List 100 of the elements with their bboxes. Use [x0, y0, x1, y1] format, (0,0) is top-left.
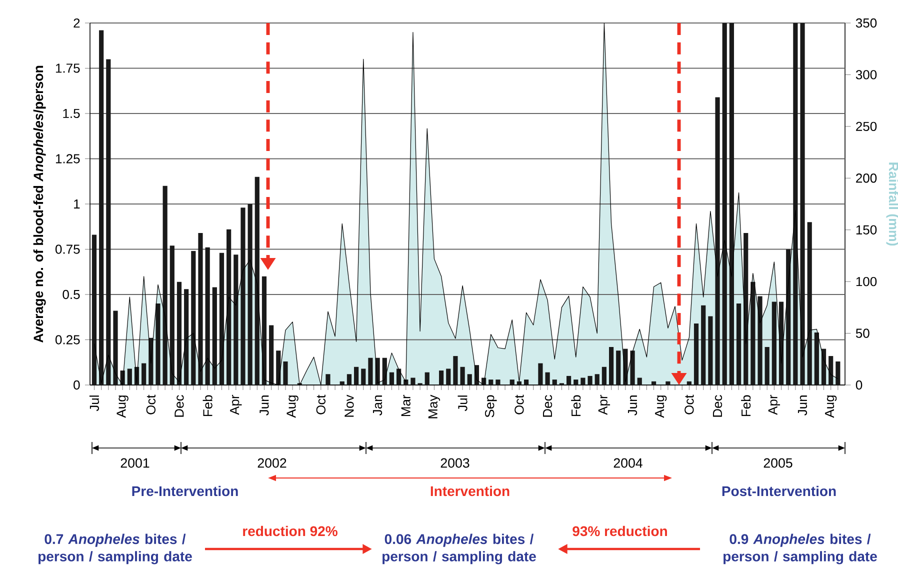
bar [226, 229, 232, 385]
bar [510, 380, 514, 385]
bar [99, 30, 104, 385]
text: 0.7 Anopheles bites / person / sampling date [38, 534, 192, 564]
bar [602, 366, 607, 385]
bar [340, 381, 344, 385]
bar [814, 332, 819, 385]
bar [212, 287, 217, 385]
x-tick-label: Aug [825, 396, 837, 418]
bar [176, 282, 182, 385]
bar [219, 252, 224, 385]
bar [786, 249, 791, 385]
bar [736, 304, 742, 385]
bar [346, 374, 352, 385]
bar [729, 22, 734, 385]
text: 2002 [258, 458, 286, 468]
bar [574, 380, 578, 385]
y-tick-label: 0.75 [55, 244, 80, 254]
bar [616, 350, 621, 385]
bar [184, 289, 189, 385]
bar [198, 232, 203, 385]
y2-tick-label: 0 [856, 380, 862, 390]
bar [162, 186, 168, 385]
bar [701, 305, 706, 385]
bar [460, 366, 465, 385]
bar [156, 304, 160, 385]
y-tick-label: 0 [74, 380, 80, 390]
bar [807, 222, 812, 385]
bar [538, 363, 543, 385]
text: 2005 [764, 458, 792, 468]
y2-tick-label: 150 [856, 225, 877, 234]
text: Pre-Intervention [132, 486, 238, 496]
x-tick-label: Aug [655, 396, 667, 418]
x-tick-label: Jan [373, 396, 382, 416]
bar [396, 368, 402, 385]
text: reduction 92% [243, 526, 338, 536]
x-tick-label: Feb [202, 395, 212, 416]
text: 2004 [614, 458, 642, 468]
x-tick-label: Jul [89, 396, 100, 412]
y-tick-label: 0.25 [55, 335, 80, 344]
bar [651, 381, 656, 385]
bar [467, 374, 472, 385]
bar [772, 302, 776, 385]
y-tick-label: 1 [74, 200, 80, 208]
bar [516, 381, 522, 385]
bar [750, 282, 756, 385]
x-tick-label: Aug [286, 396, 298, 418]
x-tick-label: Oct [316, 394, 326, 414]
bar [496, 380, 500, 385]
x-tick-label: Aug [116, 396, 128, 418]
text: Intervention [430, 486, 510, 496]
bar [389, 372, 394, 385]
bar [127, 368, 132, 385]
bar [637, 378, 642, 385]
bar [248, 204, 252, 385]
bar [92, 234, 97, 385]
bar [828, 356, 834, 385]
bar [566, 376, 572, 385]
bar [410, 378, 416, 385]
bar [424, 372, 430, 385]
bar [764, 346, 770, 385]
text: 2001 [120, 458, 150, 468]
y-tick-label: 1.25 [56, 154, 80, 164]
bar [170, 246, 174, 385]
y2-tick-label: 200 [856, 174, 877, 183]
text: 0.9 Anopheles bites / person / sampling date [724, 534, 877, 564]
x-tick-label: Dec [712, 395, 722, 417]
x-tick-label: Feb [741, 395, 751, 416]
x-tick-label: Dec [174, 395, 184, 417]
bar [758, 296, 762, 385]
text: Post-Intervention [722, 486, 836, 496]
x-tick-label: May [428, 394, 440, 418]
bar [283, 361, 288, 385]
bar [686, 381, 692, 385]
bar [666, 381, 670, 385]
bar [708, 316, 713, 385]
bar [269, 325, 274, 385]
x-tick-label: Jul [458, 396, 468, 412]
y2-tick-label: 250 [856, 122, 877, 132]
bar [488, 380, 494, 385]
bar [594, 374, 600, 385]
x-tick-label: Oct [684, 394, 694, 414]
bar [545, 372, 550, 385]
x-tick-label: Mar [401, 394, 410, 416]
y-tick-label: 0.5 [62, 290, 80, 300]
x-tick-label: Feb [571, 395, 581, 416]
x-tick-label: Oct [514, 394, 524, 414]
x-tick-label: Apr [768, 394, 780, 415]
bar [113, 310, 118, 385]
bar [588, 376, 592, 385]
x-tick-label: Apr [598, 394, 610, 415]
text: 93% reduction [572, 526, 667, 536]
x-tick-label: Dec [543, 395, 552, 417]
bar [630, 350, 635, 385]
x-tick-label: Jun [628, 396, 638, 416]
y2-tick-label: 300 [856, 70, 877, 80]
x-tick-label: Oct [146, 394, 156, 414]
bar [744, 232, 748, 385]
y-tick-label: 1.5 [63, 108, 80, 118]
bar [368, 358, 373, 385]
